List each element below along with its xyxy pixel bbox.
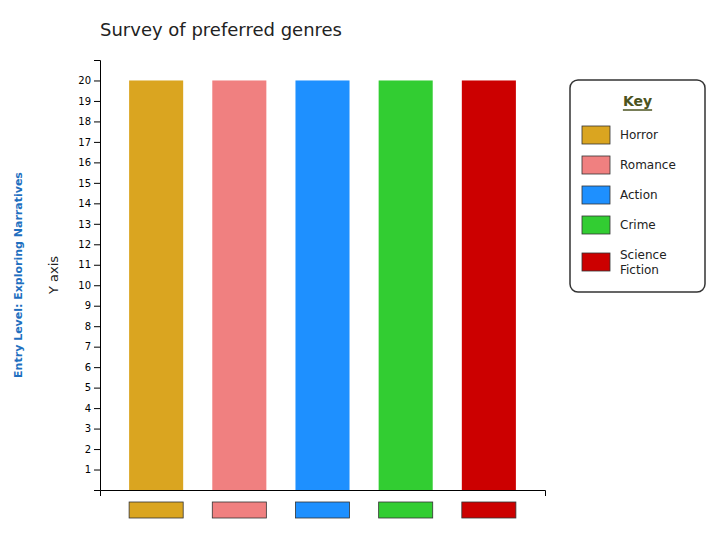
y-tick-label: 9 [85,300,91,311]
y-tick-mark [94,388,100,389]
y-tick-label: 4 [85,403,91,414]
y-tick: 15 [78,178,100,189]
x-axis-line [101,491,546,497]
y-tick: 6 [85,362,100,373]
category-swatch [462,502,516,518]
y-tick: 5 [85,382,100,393]
y-tick-mark [94,326,100,327]
y-tick-label: 17 [78,137,91,148]
y-tick: 14 [78,198,100,209]
y-tick-label: 1 [85,464,91,475]
y-tick-label: 18 [78,116,91,127]
category-swatches [129,502,516,518]
y-tick-mark [94,408,100,409]
legend-swatch [582,156,610,174]
annotation: Entry Level: Exploring Narratives [12,172,25,378]
y-tick: 12 [78,239,100,250]
y-tick-label: 10 [78,280,91,291]
legend-swatch [582,253,610,271]
y-tick: 11 [78,259,100,270]
y-tick-mark [94,224,100,225]
bar [129,80,183,490]
bar [379,80,433,490]
y-tick-label: 3 [85,423,91,434]
y-tick-mark [94,306,100,307]
legend-box [570,80,705,292]
y-tick: 19 [78,96,100,107]
y-tick-label: 16 [78,157,91,168]
bar [462,80,516,490]
y-tick: 9 [85,300,100,311]
y-tick: 20 [78,75,100,86]
legend-swatch [582,186,610,204]
y-tick-mark [94,244,100,245]
y-tick: 13 [78,219,100,230]
x-axis [101,491,546,497]
legend-label: Romance [620,158,676,172]
y-tick-label: 8 [85,321,91,332]
category-swatch [129,502,183,518]
legend: Key Horror Romance Action Crime ScienceFictio… [570,80,705,292]
legend-title: Key [623,93,652,109]
bar [212,80,266,490]
bar [295,80,349,490]
bars [129,80,516,490]
y-tick: 16 [78,157,100,168]
y-tick-mark [94,183,100,184]
legend-label: ScienceFiction [620,247,667,276]
y-tick: 1 [85,464,100,475]
y-tick: 4 [85,403,100,414]
y-axis-title: Y axis [46,256,61,295]
y-tick: 17 [78,137,100,148]
y-tick-mark [94,347,100,348]
plot-area: 1234567891011121314151617181920 [78,61,545,519]
y-tick-mark [94,142,100,143]
legend-swatch [582,216,610,234]
category-swatch [379,502,433,518]
y-tick-label: 13 [78,219,91,230]
y-tick-label: 2 [85,444,91,455]
legend-label: Horror [620,128,658,142]
y-tick-label: 15 [78,178,91,189]
legend-title-underline [623,109,652,111]
y-tick-mark [94,101,100,102]
y-tick-label: 12 [78,239,91,250]
category-swatch [212,502,266,518]
y-tick-mark [94,121,100,122]
y-tick-mark [94,449,100,450]
y-tick: 2 [85,444,100,455]
y-tick: 3 [85,423,100,434]
y-tick-label: 6 [85,362,91,373]
y-tick: 18 [78,116,100,127]
y-tick-label: 19 [78,96,91,107]
y-tick-mark [94,162,100,163]
y-tick-mark [94,80,100,81]
legend-swatch [582,126,610,144]
y-tick-label: 5 [85,382,91,393]
legend-label: Crime [620,218,656,232]
y-tick-mark [94,285,100,286]
y-tick-label: 7 [85,341,91,352]
y-tick-mark [94,265,100,266]
y-tick-mark [94,367,100,368]
y-tick-label: 11 [78,259,91,270]
chart: 1234567891011121314151617181920Survey of… [0,0,720,540]
y-tick-label: 14 [78,198,91,209]
y-axis: 1234567891011121314151617181920 [78,61,100,491]
y-tick: 8 [85,321,100,332]
y-tick: 7 [85,341,100,352]
category-swatch [295,502,349,518]
y-tick-label: 20 [78,75,91,86]
title: Survey of preferred genres [100,19,342,40]
y-tick-mark [94,203,100,204]
y-axis-line [94,61,101,491]
legend-label: Action [620,188,658,202]
y-tick-mark [94,429,100,430]
y-tick-mark [94,470,100,471]
y-tick: 10 [78,280,100,291]
